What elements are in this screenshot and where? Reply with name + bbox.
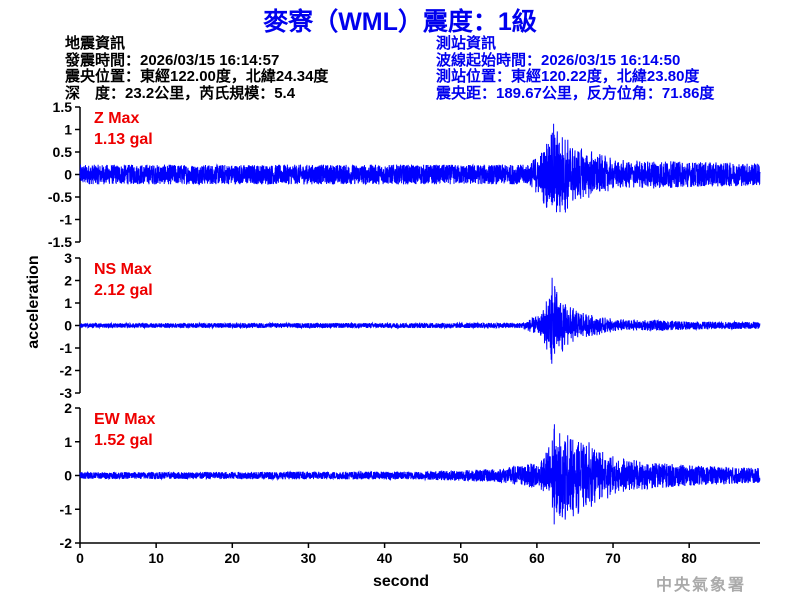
y-tick-label: -2 [60,535,73,551]
station-start-time: 波線起始時間：2026/03/15 16:14:50 [436,51,681,69]
waveform-NS [79,277,761,364]
max-label-NS: NS Max [94,261,152,278]
y-tick-label: 1.5 [53,99,73,115]
watermark-logo: 中央氣象署 [656,575,747,594]
station-info: 測站資訊 波線起始時間：2026/03/15 16:14:50 測站位置：東經120… [436,35,715,102]
y-tick-label: 1 [64,295,72,311]
y-tick-label: 0 [64,318,72,334]
y-tick-label: 1 [64,122,72,138]
y-tick-label: 2 [64,273,72,289]
y-tick-label: 1 [64,434,72,450]
quake-depth-magnitude: 深 度：23.2公里，芮氏規模：5.4 [65,84,296,102]
max-label-EW: EW Max [94,411,155,428]
station-distance: 震央距：189.67公里，反方位角：71.86度 [436,84,715,102]
y-tick-label: -1 [60,501,73,517]
max-value-NS: 2.12 gal [94,282,153,299]
y-tick-label: 0 [64,468,72,484]
y-tick-label: -1.5 [48,234,72,250]
station-info-heading: 測站資訊 [436,35,497,52]
y-tick-label: 2 [64,400,72,416]
x-tick-label: 0 [76,550,84,566]
max-label-Z: Z Max [94,110,139,127]
y-axis-label: acceleration [25,255,42,348]
quake-epicenter: 震央位置：東經122.00度，北緯24.34度 [65,68,329,85]
chart-title: 麥寮（WML）震度：1級 [263,8,537,36]
x-tick-label: 80 [681,550,697,566]
x-tick-label: 70 [605,550,621,566]
x-tick-label: 10 [148,550,164,566]
waveform-EW [79,424,761,525]
x-axis-label: second [373,573,429,590]
waveform-Z [79,123,761,213]
y-tick-label: -1 [60,212,73,228]
x-tick-label: 60 [529,550,545,566]
max-value-EW: 1.52 gal [94,432,153,449]
quake-info: 地震資訊 發震時間：2026/03/15 16:14:57 震央位置：東經122.0… [65,35,329,102]
y-tick-label: -0.5 [48,189,72,205]
x-tick-label: 40 [377,550,393,566]
station-location: 測站位置：東經120.22度，北緯23.80度 [436,68,700,85]
y-tick-label: 0.5 [53,144,73,160]
x-tick-label: 50 [453,550,469,566]
y-tick-label: -1 [60,340,73,356]
x-tick-label: 20 [225,550,241,566]
quake-info-heading: 地震資訊 [65,35,126,52]
y-tick-label: 0 [64,167,72,183]
quake-time: 發震時間：2026/03/15 16:14:57 [65,51,280,69]
x-tick-label: 30 [301,550,317,566]
y-tick-label: -3 [60,385,73,401]
y-tick-label: 3 [64,250,72,266]
y-tick-label: -2 [60,363,73,379]
max-value-Z: 1.13 gal [94,131,153,148]
